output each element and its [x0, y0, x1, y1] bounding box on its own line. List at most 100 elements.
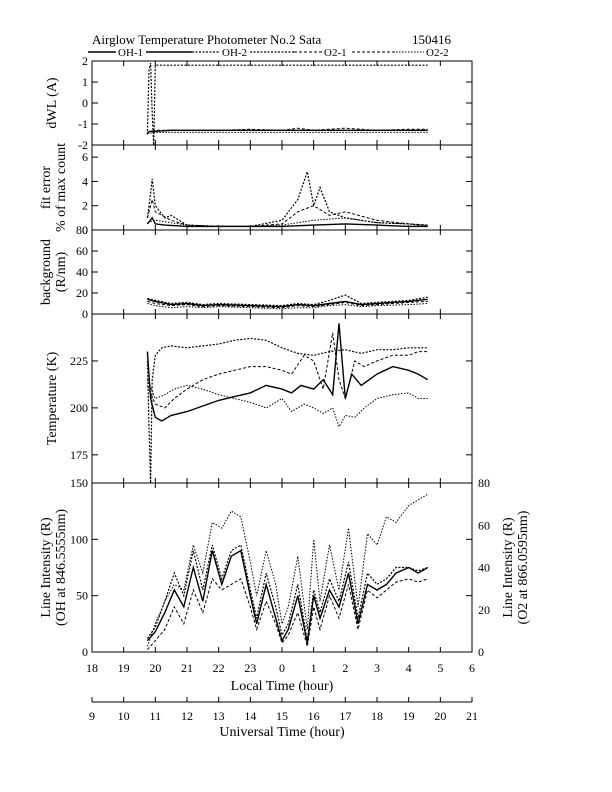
series-line-o2-2: [146, 493, 428, 647]
universal-time-tick: 15: [276, 709, 288, 723]
y-axis-label: background: [39, 239, 54, 305]
local-time-tick: 0: [279, 661, 285, 675]
y-tick-label: -1: [78, 117, 88, 131]
local-time-tick: 23: [244, 661, 256, 675]
figure-date: 150416: [412, 32, 452, 47]
local-time-tick: 18: [86, 661, 98, 675]
local-time-tick: 19: [118, 661, 130, 675]
series-line-o2-1: [146, 332, 428, 409]
y-tick-label: 0: [82, 96, 88, 110]
y2-axis-label: Line Intensity (R): [501, 517, 516, 618]
y-tick-label: 175: [70, 448, 88, 462]
series-line-o2-1: [147, 300, 428, 309]
y-axis-label: fit error: [39, 166, 54, 209]
series-line-o2-1: [146, 199, 428, 227]
universal-time-label: Universal Time (hour): [219, 725, 345, 740]
y-tick-label: 0: [82, 645, 88, 659]
y2-tick-label: 60: [478, 518, 490, 532]
series-line-o2-2: [147, 217, 428, 227]
y-tick-label: 2: [82, 199, 88, 213]
series-line-oh-2: [146, 169, 428, 227]
local-time-tick: 22: [213, 661, 225, 675]
series-line-oh-2: [146, 62, 428, 145]
series-line-o2-1: [147, 127, 428, 133]
series-line-oh-2: [146, 337, 428, 483]
y2-axis-label-2: (O2 at 866.0595nm): [516, 510, 531, 624]
y-tick-label: 4: [82, 174, 88, 188]
series-line-oh-2: [146, 544, 428, 641]
y-tick-label: 60: [76, 244, 88, 258]
series-line-o2-1: [147, 577, 428, 651]
y-tick-label: 6: [82, 150, 88, 164]
universal-time-tick: 21: [466, 709, 478, 723]
legend-label-oh-1: OH-1: [118, 47, 143, 59]
legend-label-o2-2: O2-2: [426, 47, 449, 59]
y-tick-label: 50: [76, 589, 88, 603]
local-time-tick: 2: [342, 661, 348, 675]
y-axis-label-2: % of max count: [54, 143, 69, 232]
figure-title: Airglow Temperature Photometer No.2 Sata: [92, 32, 322, 47]
local-time-tick: 1: [311, 661, 317, 675]
series-line-oh-1: [146, 216, 428, 228]
series-line-o2-2: [146, 379, 428, 428]
y-tick-label: 1: [82, 75, 88, 89]
y-axis-label-2: (OH at 846.5555nm): [54, 509, 69, 626]
y-tick-label: 100: [70, 532, 88, 546]
panel-frame: [91, 482, 473, 653]
series-line-oh-1: [147, 298, 428, 308]
panel-dwl: -2 -1 0 1 2 dWL (A): [45, 54, 473, 152]
local-time-tick: 5: [437, 661, 443, 675]
universal-time-tick: 12: [181, 709, 193, 723]
local-time-tick: 3: [374, 661, 380, 675]
panel-temperature: 175 200 225 Temperature (K): [45, 313, 473, 484]
y-axis-label-2: (R/nm): [54, 251, 69, 292]
universal-time-tick: 13: [213, 709, 225, 723]
panel-fit: 0 2 4 6 fit error% of max count: [39, 143, 473, 237]
universal-time-tick: 20: [434, 709, 446, 723]
legend-label-o2-1: O2-1: [324, 47, 347, 59]
panel-frame: [91, 313, 473, 484]
series-line-o2-2: [147, 303, 428, 310]
local-time-tick: 21: [181, 661, 193, 675]
y-tick-label: 0: [82, 307, 88, 321]
universal-time-tick: 14: [244, 709, 256, 723]
series-line-oh-1: [146, 549, 429, 644]
series-line-oh-2: [147, 294, 428, 307]
local-time-tick: 6: [469, 661, 475, 675]
panel-background: 0 20 40 60 80 background (R/nm): [39, 223, 473, 321]
y2-tick-label: 0: [478, 645, 484, 659]
universal-time-tick: 17: [339, 709, 351, 723]
universal-time-tick: 16: [308, 709, 320, 723]
y-axis-label: Line Intensity (R): [39, 517, 54, 618]
y-tick-label: 150: [70, 476, 88, 490]
y-tick-label: -2: [78, 138, 88, 152]
y-tick-label: 0: [82, 223, 88, 237]
y-axis-label: Temperature (K): [45, 351, 60, 445]
y2-tick-label: 20: [478, 603, 490, 617]
y-tick-label: 80: [76, 223, 88, 237]
y2-tick-label: 80: [478, 476, 490, 490]
chart-panels: -2 -1 0 1 2 dWL (A) 0 2 4 6 fit error% of max coun…: [39, 54, 531, 659]
panel-frame: [91, 144, 473, 231]
series-line-o2-2: [147, 131, 428, 134]
y-tick-label: 200: [70, 401, 88, 415]
legend: OH-1 OH-2 O2-1 O2-2: [88, 47, 449, 59]
y-tick-label: 225: [70, 354, 88, 368]
universal-time-tick: 19: [403, 709, 415, 723]
local-time-tick: 4: [406, 661, 412, 675]
y-tick-label: 2: [82, 54, 88, 68]
universal-time-tick: 9: [89, 709, 95, 723]
local-time-tick: 20: [149, 661, 161, 675]
y-tick-label: 40: [76, 265, 88, 279]
local-time-label: Local Time (hour): [231, 679, 334, 694]
legend-label-oh-2: OH-2: [222, 47, 247, 59]
universal-time-tick: 10: [118, 709, 130, 723]
series-line-oh-1: [146, 323, 429, 422]
y-tick-label: 20: [76, 286, 88, 300]
y-axis-label: dWL (A): [45, 77, 60, 129]
universal-time-tick: 18: [371, 709, 383, 723]
y2-tick-label: 40: [478, 561, 490, 575]
